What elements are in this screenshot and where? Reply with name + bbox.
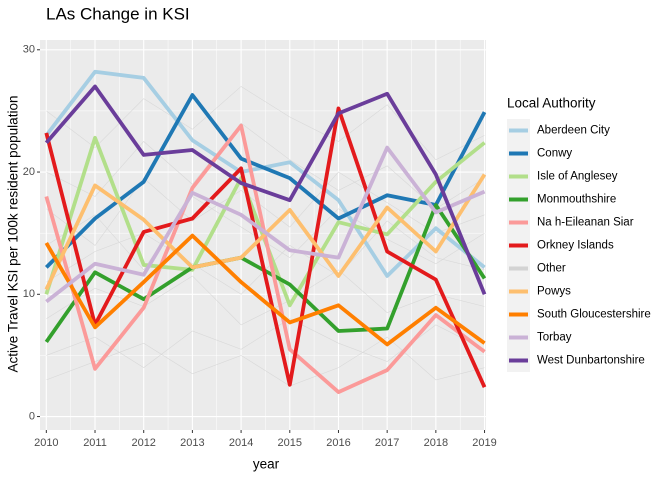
other-line — [46, 171, 485, 246]
series-line — [44, 84, 487, 296]
x-tick-label: 2017 — [375, 437, 399, 449]
y-tick-label: 10 — [23, 288, 35, 300]
x-tick-label: 2016 — [326, 437, 350, 449]
x-tick-label: 2019 — [472, 437, 496, 449]
chart-title: LAs Change in KSI — [46, 4, 190, 23]
legend-label: Conwy — [537, 148, 572, 160]
series-line — [45, 145, 486, 304]
legend-label: Aberdeen City — [537, 125, 610, 137]
x-tick-label: 2010 — [34, 437, 58, 449]
legend-label: Monmouthshire — [537, 194, 616, 206]
other-line — [46, 336, 485, 387]
legend-label: West Dunbartonshire — [537, 355, 645, 367]
other-line — [46, 122, 485, 210]
legend-label: Other — [537, 263, 566, 275]
legend-label: Torbay — [537, 332, 572, 344]
y-tick-label: 30 — [23, 44, 35, 56]
y-tick-label: 20 — [23, 166, 35, 178]
legend-label: South Gloucestershire — [537, 309, 651, 321]
x-tick-label: 2018 — [424, 437, 448, 449]
x-tick-label: 2013 — [180, 437, 204, 449]
other-line — [46, 269, 485, 326]
y-tick-label: 0 — [29, 410, 35, 422]
legend-label: Powys — [537, 286, 571, 298]
legend-label: Orkney Islands — [537, 240, 614, 252]
x-tick-label: 2014 — [229, 437, 253, 449]
y-axis-label: Active Travel KSI per 100k resident popu… — [6, 96, 21, 373]
series-line — [44, 233, 486, 347]
x-tick-label: 2015 — [278, 437, 302, 449]
x-tick-label: 2011 — [83, 437, 107, 449]
legend-title: Local Authority — [507, 96, 596, 111]
series-line — [44, 123, 486, 394]
legend-label: Na h-Eileanan Siar — [537, 217, 634, 229]
x-axis-label: year — [253, 457, 280, 472]
x-tick-label: 2012 — [131, 437, 155, 449]
series-line — [44, 106, 487, 388]
legend-label: Isle of Anglesey — [537, 171, 618, 183]
